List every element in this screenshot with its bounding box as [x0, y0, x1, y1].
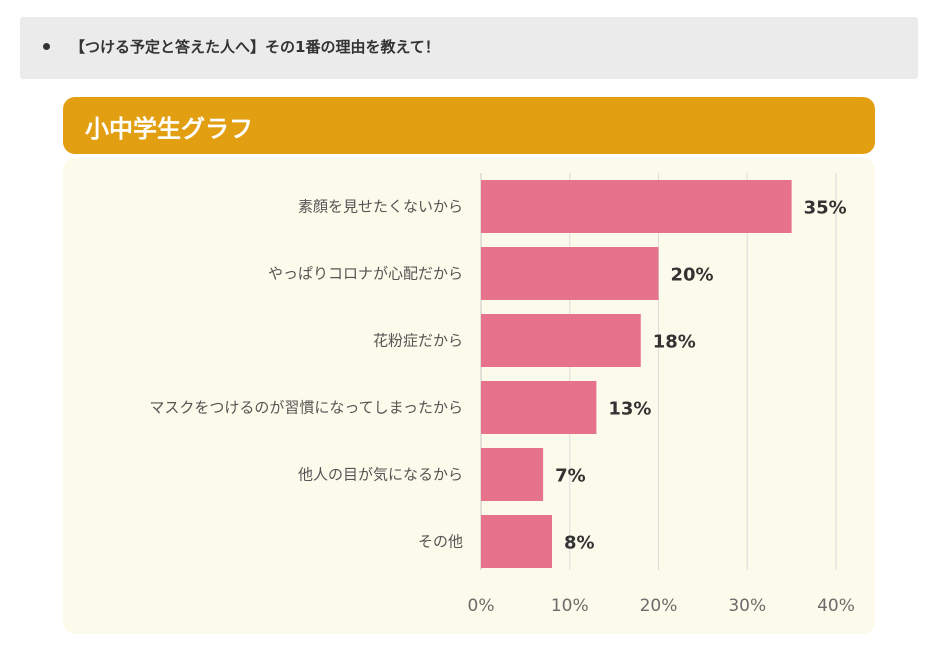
value-label: 7% [555, 466, 586, 487]
chart-title: 小中学生グラフ [85, 115, 253, 143]
x-tick-label: 20% [640, 596, 678, 616]
bar [481, 314, 641, 367]
value-label: 8% [564, 533, 595, 554]
chart-header: 小中学生グラフ [63, 97, 875, 154]
x-tick-label: 10% [551, 596, 589, 616]
bar [481, 381, 597, 434]
category-label: その他 [418, 533, 463, 551]
category-label: マスクをつけるのが習慣になってしまったから [149, 399, 463, 417]
chart-panel: 0% 10% 20% 30% 40% 素顔を見せたくないから 35% やっぱりコロナが心配だか… [63, 158, 875, 634]
category-label: 素顔を見せたくないから [298, 198, 463, 216]
bullet-icon [43, 43, 50, 50]
value-label: 35% [804, 198, 847, 219]
value-label: 13% [608, 399, 651, 420]
category-label: 花粉症だから [373, 332, 463, 350]
bar [481, 180, 792, 233]
x-tick-label: 40% [817, 596, 855, 616]
x-tick-label: 30% [728, 596, 766, 616]
bar [481, 247, 659, 300]
bar [481, 515, 552, 568]
value-label: 20% [671, 265, 714, 286]
category-label: やっぱりコロナが心配だから [268, 265, 463, 283]
bar-chart: 0% 10% 20% 30% 40% 素顔を見せたくないから 35% やっぱりコロナが心配だか… [149, 173, 855, 616]
question-text: 【つける予定と答えた人へ】その1番の理由を教えて！ [70, 38, 440, 56]
category-label: 他人の目が気になるから [298, 466, 463, 484]
value-label: 18% [653, 332, 696, 353]
bar [481, 448, 544, 501]
x-tick-label: 0% [468, 596, 495, 616]
question-box: 【つける予定と答えた人へ】その1番の理由を教えて！ [20, 17, 918, 79]
